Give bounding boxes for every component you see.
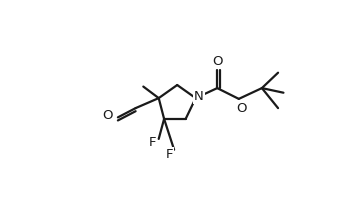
Text: O: O [212,55,223,68]
Text: F: F [166,148,173,161]
Text: O: O [102,109,113,122]
Text: N: N [194,90,204,103]
Text: F: F [149,135,156,149]
Text: O: O [237,102,247,115]
